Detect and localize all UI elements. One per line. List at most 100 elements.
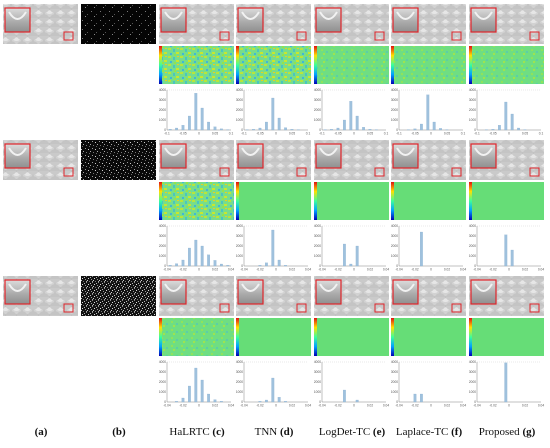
histogram-x-tick-label: 0.1 (306, 132, 311, 136)
histogram-bar (194, 367, 198, 403)
histogram-bar (181, 397, 185, 403)
histogram-y-tick-label: 4000 (391, 360, 398, 364)
histogram-x-tick-label: -0.02 (489, 268, 496, 272)
error-map-row-3-method-3 (314, 318, 389, 356)
histogram-y-tick-label: 0 (164, 128, 166, 132)
recovered-image-row-3-method-5-roi-box (529, 303, 540, 313)
histogram-x-tick-label: -0.02 (256, 268, 263, 272)
histogram-x-tick-label: -0.1 (164, 132, 170, 136)
histogram-x-tick-label: -0.1 (319, 132, 325, 136)
histogram-x-tick-label: 0 (198, 268, 200, 272)
histogram-bar (349, 263, 353, 267)
histogram-bar (188, 247, 191, 267)
histogram-x-tick-label: 0 (275, 404, 277, 408)
error-colorbar-row-3-method-5 (469, 318, 472, 356)
histogram-x-tick-label: 0.1 (229, 132, 234, 136)
error-map-row-1-method-5 (469, 46, 544, 84)
histogram-y-tick-label: 1000 (391, 390, 398, 394)
error-colorbar-row-2-method-5 (469, 182, 472, 220)
histogram-x-tick-label: 0.04 (460, 404, 466, 408)
recovered-image-row-1-method-3-roi-box (374, 31, 385, 41)
histogram-bar (517, 127, 520, 131)
recovered-image-row-1-method-5-roi-box (529, 31, 540, 41)
histogram-y-tick-label: 0 (164, 264, 166, 268)
histogram-x-tick-label: 0.02 (444, 268, 450, 272)
histogram-y-tick-label: 0 (396, 264, 398, 268)
histogram-y-tick-label: 4000 (159, 88, 166, 92)
recovered-image-row-2-method-4-zoom-detail (396, 147, 415, 156)
observed-image-row-3 (81, 276, 156, 316)
histogram-x-tick-label: 0 (275, 268, 277, 272)
histogram-y-tick-label: 4000 (314, 224, 321, 228)
histogram-bar (432, 121, 436, 131)
histogram-y-tick-label: 0 (474, 400, 476, 404)
histogram-y-tick-label: 0 (164, 400, 166, 404)
histogram-bar (336, 127, 340, 131)
histogram-bar (175, 263, 178, 267)
histogram-x-tick-label: -0.04 (473, 268, 480, 272)
column-label-b: (b) (112, 426, 126, 438)
histogram-bar (420, 231, 423, 267)
histogram-x-tick-label: -0.02 (334, 404, 341, 408)
error-colorbar-row-1-method-2 (236, 46, 239, 84)
error-map-row-2-method-1 (159, 182, 234, 220)
histogram-y-tick-label: 3000 (391, 98, 398, 102)
column-label-e: LogDet-TC (e) (318, 426, 386, 438)
histogram-y-tick-label: 4000 (159, 360, 166, 364)
histogram-y-tick-label: 0 (319, 264, 321, 268)
error-colorbar-row-3-method-2 (236, 318, 239, 356)
histogram-y-tick-label: 0 (241, 400, 243, 404)
histogram-x-tick-label: 0.02 (522, 268, 528, 272)
histogram-bar (265, 399, 268, 403)
histogram-x-tick-label: 0.1 (539, 132, 544, 136)
histogram-x-tick-label: 0.04 (383, 404, 389, 408)
histogram-x-tick-label: 0.05 (289, 132, 295, 136)
histogram-x-tick-label: -0.1 (241, 132, 247, 136)
histogram-y-tick-label: 3000 (391, 370, 398, 374)
histogram-bar (194, 93, 198, 131)
histogram-bar (271, 229, 275, 267)
histogram-x-tick-label: 0.05 (444, 132, 450, 136)
column-label-a: (a) (34, 426, 48, 438)
histogram-bar (343, 119, 346, 131)
histogram-x-tick-label: 0 (353, 132, 355, 136)
histogram-y-tick-label: 2000 (314, 108, 321, 112)
recovered-image-row-1-method-1-roi-box (219, 31, 230, 41)
histogram-x-tick-label: 0 (508, 268, 510, 272)
histogram-bar (181, 259, 185, 267)
histogram-y-tick-label: 1000 (314, 254, 321, 258)
recovered-image-row-2-method-1-roi-box (219, 167, 230, 177)
histogram-x-tick-label: -0.04 (473, 404, 480, 408)
recovered-image-row-3-method-4-zoom-detail (396, 283, 415, 292)
histogram-x-tick-label: 0.02 (367, 268, 373, 272)
original-image-row-1-roi-box (63, 31, 74, 41)
histogram-x-tick-label: -0.02 (411, 404, 418, 408)
histogram-y-tick-label: 1000 (236, 390, 243, 394)
recovered-image-row-2-method-2-zoom-detail (241, 147, 260, 156)
histogram-x-tick-label: 0.02 (212, 268, 218, 272)
histogram-y-tick-label: 1000 (391, 118, 398, 122)
error-colorbar-row-2-method-3 (314, 182, 317, 220)
histogram-x-tick-label: 0 (508, 404, 510, 408)
recovered-image-row-1-method-1-zoom-detail (164, 11, 183, 20)
histogram-row-3-method-4 (391, 360, 466, 410)
recovered-image-row-2-method-3-zoom-detail (319, 147, 338, 156)
histogram-y-tick-label: 3000 (469, 234, 476, 238)
histogram-y-tick-label: 4000 (469, 224, 476, 228)
histogram-x-tick-label: -0.02 (411, 268, 418, 272)
error-colorbar-row-2-method-4 (391, 182, 394, 220)
histogram-x-tick-label: 0.05 (367, 132, 373, 136)
histogram-y-tick-label: 1000 (236, 118, 243, 122)
histogram-y-tick-label: 3000 (314, 234, 321, 238)
histogram-y-tick-label: 0 (396, 400, 398, 404)
recovered-image-row-1-method-3-zoom-detail (319, 11, 338, 20)
histogram-y-tick-label: 4000 (236, 360, 243, 364)
histogram-x-tick-label: -0.05 (256, 132, 263, 136)
histogram-x-tick-label: 0 (430, 268, 432, 272)
histogram-bar (413, 128, 417, 131)
histogram-bar (277, 397, 281, 403)
histogram-bar (258, 265, 262, 267)
histogram-y-tick-label: 4000 (236, 224, 243, 228)
histogram-y-tick-label: 2000 (236, 380, 243, 384)
histogram-y-tick-label: 4000 (314, 88, 321, 92)
